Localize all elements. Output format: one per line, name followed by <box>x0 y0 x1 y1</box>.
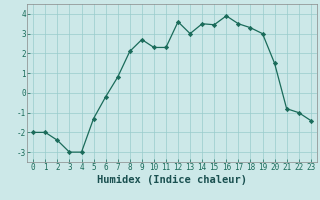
X-axis label: Humidex (Indice chaleur): Humidex (Indice chaleur) <box>97 175 247 185</box>
